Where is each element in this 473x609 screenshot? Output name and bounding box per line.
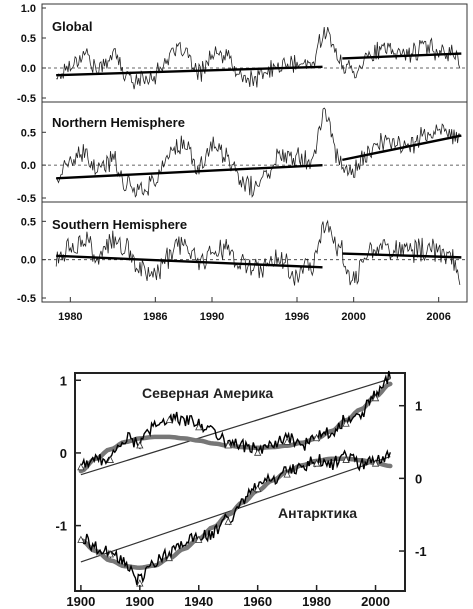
right-ytick-label: -1	[415, 544, 427, 559]
xtick-label: 1960	[243, 594, 272, 609]
data-point-antarctica	[342, 455, 350, 463]
left-ytick-label: 1	[60, 373, 67, 388]
panel-title-northern: Northern Hemisphere	[52, 115, 185, 130]
series-line-southern	[55, 219, 461, 286]
ytick-label: -0.5	[17, 293, 36, 305]
ytick-label: 0.5	[21, 33, 36, 45]
series-line-antarctica	[80, 449, 391, 585]
series-line-northern	[55, 107, 460, 198]
xtick-label: 1996	[285, 311, 309, 323]
data-point-antarctica	[283, 470, 291, 478]
data-point-north-america	[283, 437, 291, 445]
data-point-north-america	[312, 433, 321, 442]
trend-line-northern-2	[342, 134, 462, 162]
data-point-antarctica	[254, 484, 262, 493]
panel-frame-global	[41, 3, 468, 103]
data-point-north-america	[195, 422, 203, 431]
data-point-north-america	[136, 441, 144, 449]
trend-line-southern-1	[56, 254, 323, 269]
plot-frame	[74, 372, 406, 592]
panel-title-global: Global	[52, 19, 92, 34]
right-ytick-label: 0	[415, 471, 422, 486]
data-point-antarctica	[312, 459, 321, 467]
trend-line-north-america	[80, 378, 391, 476]
panel-frame-southern	[41, 201, 468, 303]
left-ytick-label: -1	[55, 519, 67, 534]
data-point-antarctica	[224, 517, 232, 525]
xtick-label: 1940	[184, 594, 213, 609]
xtick-label: 2000	[361, 594, 390, 609]
xtick-label: 1980	[58, 311, 82, 323]
ytick-label: -0.5	[17, 193, 36, 205]
data-point-north-america	[77, 462, 85, 471]
regional-temperature-chart: Северная Америка Антарктика 1 0 -1 1 0 -1 1900…	[55, 370, 427, 609]
ytick-label: 0.5	[21, 216, 36, 228]
xtick-label: 1990	[200, 311, 224, 323]
data-point-antarctica	[165, 553, 173, 562]
data-point-antarctica	[371, 459, 380, 467]
data-point-north-america	[165, 415, 173, 423]
left-ytick-label: 0	[60, 446, 67, 461]
data-point-north-america	[371, 393, 380, 402]
temperature-anomaly-panels: Global Northern Hemisphere Southern Hemi…	[17, 3, 468, 323]
panel-title-southern: Southern Hemisphere	[52, 217, 187, 232]
xtick-label: 2006	[426, 311, 450, 323]
data-point-antarctica	[77, 535, 85, 543]
ytick-label: 0.0	[21, 63, 36, 75]
right-ytick-label: 1	[415, 399, 422, 414]
trend-line-global-1	[56, 65, 323, 77]
data-point-north-america	[342, 419, 350, 427]
ytick-label: -0.5	[17, 93, 36, 105]
trend-line-northern-1	[56, 163, 323, 180]
ytick-label: 0.0	[21, 160, 36, 172]
trend-line-global-2	[342, 52, 462, 60]
trend-line-southern-2	[342, 252, 462, 259]
xtick-label: 1900	[125, 594, 154, 609]
xtick-label: 1900	[66, 594, 95, 609]
series-label-antarctica: Антарктика	[278, 505, 357, 521]
xtick-label: 2000	[341, 311, 365, 323]
ytick-label: 0.5	[21, 127, 36, 139]
data-point-north-america	[224, 441, 232, 449]
ytick-label: 0.0	[21, 255, 36, 267]
xtick-label: 1980	[302, 594, 331, 609]
series-line-global	[56, 26, 461, 90]
series-label-north-america: Северная Америка	[142, 385, 273, 401]
ytick-label: 1.0	[21, 3, 36, 15]
data-point-antarctica	[195, 535, 203, 543]
data-point-antarctica	[106, 550, 115, 558]
data-point-north-america	[106, 455, 115, 463]
data-point-north-america	[254, 448, 262, 456]
series-line-north-america	[80, 370, 391, 469]
xtick-label: 1986	[143, 311, 167, 323]
